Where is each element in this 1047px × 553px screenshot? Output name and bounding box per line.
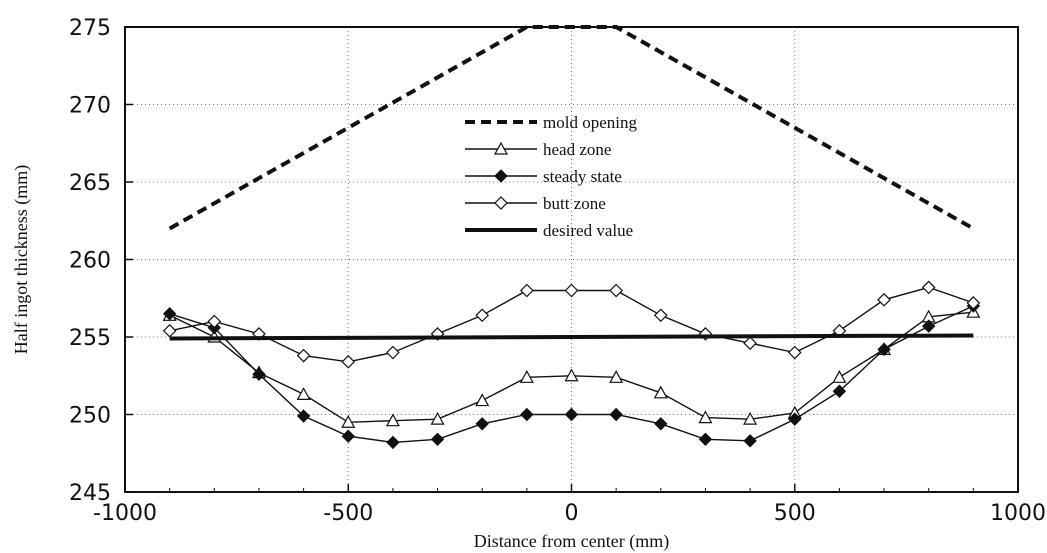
open-diamond-marker <box>787 345 802 360</box>
open-diamond-marker <box>207 314 222 329</box>
legend-label: butt zone <box>543 194 606 213</box>
triangle-marker <box>519 370 534 383</box>
filled-diamond-marker <box>430 432 445 447</box>
triangle-marker <box>609 370 624 383</box>
legend-label: steady state <box>543 167 622 186</box>
axis-ticks: -1000 -500 0 500 1000 245 250 255 260 265 270 275 <box>69 16 1046 526</box>
y-tick-label: 255 <box>69 326 111 351</box>
x-tick-label: 500 <box>774 501 816 526</box>
filled-diamond-marker <box>788 412 802 426</box>
filled-diamond-marker <box>162 307 177 321</box>
series-butt-zone <box>162 280 981 369</box>
x-tick-label: -1000 <box>93 501 157 526</box>
x-tick-label: -500 <box>323 501 373 526</box>
triangle-marker <box>743 411 758 425</box>
legend-item: steady state <box>465 167 622 186</box>
legend-item: head zone <box>465 140 611 159</box>
triangle-marker <box>564 368 579 382</box>
filled-diamond-marker <box>252 367 266 381</box>
y-tick-label: 260 <box>69 249 111 274</box>
triangle-marker <box>493 141 509 155</box>
y-axis-title: Half ingot thickness (mm) <box>11 165 32 354</box>
filled-diamond-marker <box>743 434 757 448</box>
open-diamond-marker <box>341 354 356 369</box>
legend-item: mold opening <box>465 113 637 132</box>
open-diamond-marker <box>877 292 891 307</box>
series-line <box>168 25 975 231</box>
filled-diamond-marker <box>654 417 668 431</box>
open-diamond-marker <box>475 308 490 323</box>
legend-label: head zone <box>543 140 611 159</box>
x-axis-title: Distance from center (mm) <box>474 531 669 552</box>
filled-diamond-marker <box>877 342 891 357</box>
open-diamond-marker <box>653 308 668 323</box>
series-layer <box>162 25 981 450</box>
open-diamond-marker <box>564 283 579 298</box>
filled-diamond-marker <box>475 417 489 431</box>
open-diamond-marker <box>296 348 311 363</box>
filled-diamond-marker <box>296 409 311 423</box>
series-line <box>169 286 974 363</box>
y-tick-label: 270 <box>69 94 111 119</box>
series-mold-opening <box>168 25 975 231</box>
y-tick-label: 250 <box>69 404 111 429</box>
open-diamond-marker <box>494 196 508 210</box>
series-desired-value <box>169 333 974 341</box>
filled-diamond-marker <box>494 169 508 183</box>
triangle-marker <box>653 385 668 399</box>
legend-label: desired value <box>543 221 633 240</box>
series-steady-state <box>162 299 981 450</box>
triangle-marker <box>475 393 490 407</box>
triangle-marker <box>430 411 445 425</box>
open-diamond-marker <box>966 296 981 310</box>
open-diamond-marker <box>386 345 400 360</box>
series-line <box>169 333 974 341</box>
filled-diamond-marker <box>564 407 579 422</box>
grid-lines <box>125 27 1018 492</box>
triangle-marker <box>832 370 847 383</box>
legend-item: butt zone <box>465 194 606 213</box>
filled-diamond-marker <box>341 429 355 443</box>
filled-diamond-marker <box>386 435 400 450</box>
triangle-marker <box>341 414 356 428</box>
filled-diamond-marker <box>832 384 847 398</box>
open-diamond-marker <box>921 280 936 295</box>
legend-label: mold opening <box>543 113 637 132</box>
legend-item: desired value <box>465 221 633 240</box>
open-diamond-marker <box>743 336 757 351</box>
y-tick-label: 245 <box>69 481 111 506</box>
y-tick-label: 275 <box>69 16 111 41</box>
triangle-marker <box>296 387 311 400</box>
x-tick-label: 1000 <box>990 501 1046 526</box>
filled-diamond-marker <box>520 407 534 422</box>
x-tick-label: 0 <box>565 501 579 526</box>
filled-diamond-marker <box>609 407 623 422</box>
triangle-marker <box>698 410 713 424</box>
filled-diamond-marker <box>698 432 713 447</box>
y-tick-label: 265 <box>69 171 111 196</box>
triangle-marker <box>385 413 400 427</box>
open-diamond-marker <box>609 283 623 298</box>
open-diamond-marker <box>520 283 534 298</box>
legend: mold opening head zone steady state butt zo… <box>465 113 637 240</box>
open-diamond-marker <box>162 323 177 338</box>
filled-diamond-marker <box>921 319 936 333</box>
